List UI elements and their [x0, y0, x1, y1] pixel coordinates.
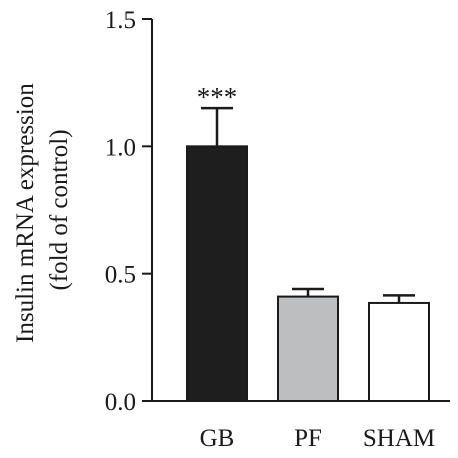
- y-axis-title: Insulin mRNA expression (fold of control…: [12, 77, 73, 343]
- y-tick-label: 0.5: [105, 262, 136, 289]
- y-axis: [142, 18, 153, 402]
- y-tick-labels: 0.0 0.5 1.0 1.5: [105, 7, 136, 416]
- significance-annotation: ***: [197, 82, 238, 112]
- x-tick-labels: GB PF SHAM: [200, 425, 435, 452]
- bar-sham: [368, 301, 430, 403]
- bars-group: [186, 145, 430, 403]
- annotations-group: ***: [197, 82, 238, 112]
- x-tick-label-sham: SHAM: [363, 425, 435, 452]
- y-axis-title-line-1: Insulin mRNA expression: [12, 83, 39, 343]
- x-tick-label-pf: PF: [294, 425, 322, 452]
- bar-gb: [186, 145, 248, 402]
- y-tick-label: 1.5: [105, 7, 136, 34]
- y-axis-title-line-2: (fold of control): [46, 129, 73, 290]
- bar-pf: [277, 295, 339, 402]
- y-tick-label: 0.0: [105, 389, 136, 416]
- x-tick-label-gb: GB: [200, 425, 235, 452]
- y-tick-label: 1.0: [105, 134, 136, 161]
- error-bars-group: [201, 106, 415, 303]
